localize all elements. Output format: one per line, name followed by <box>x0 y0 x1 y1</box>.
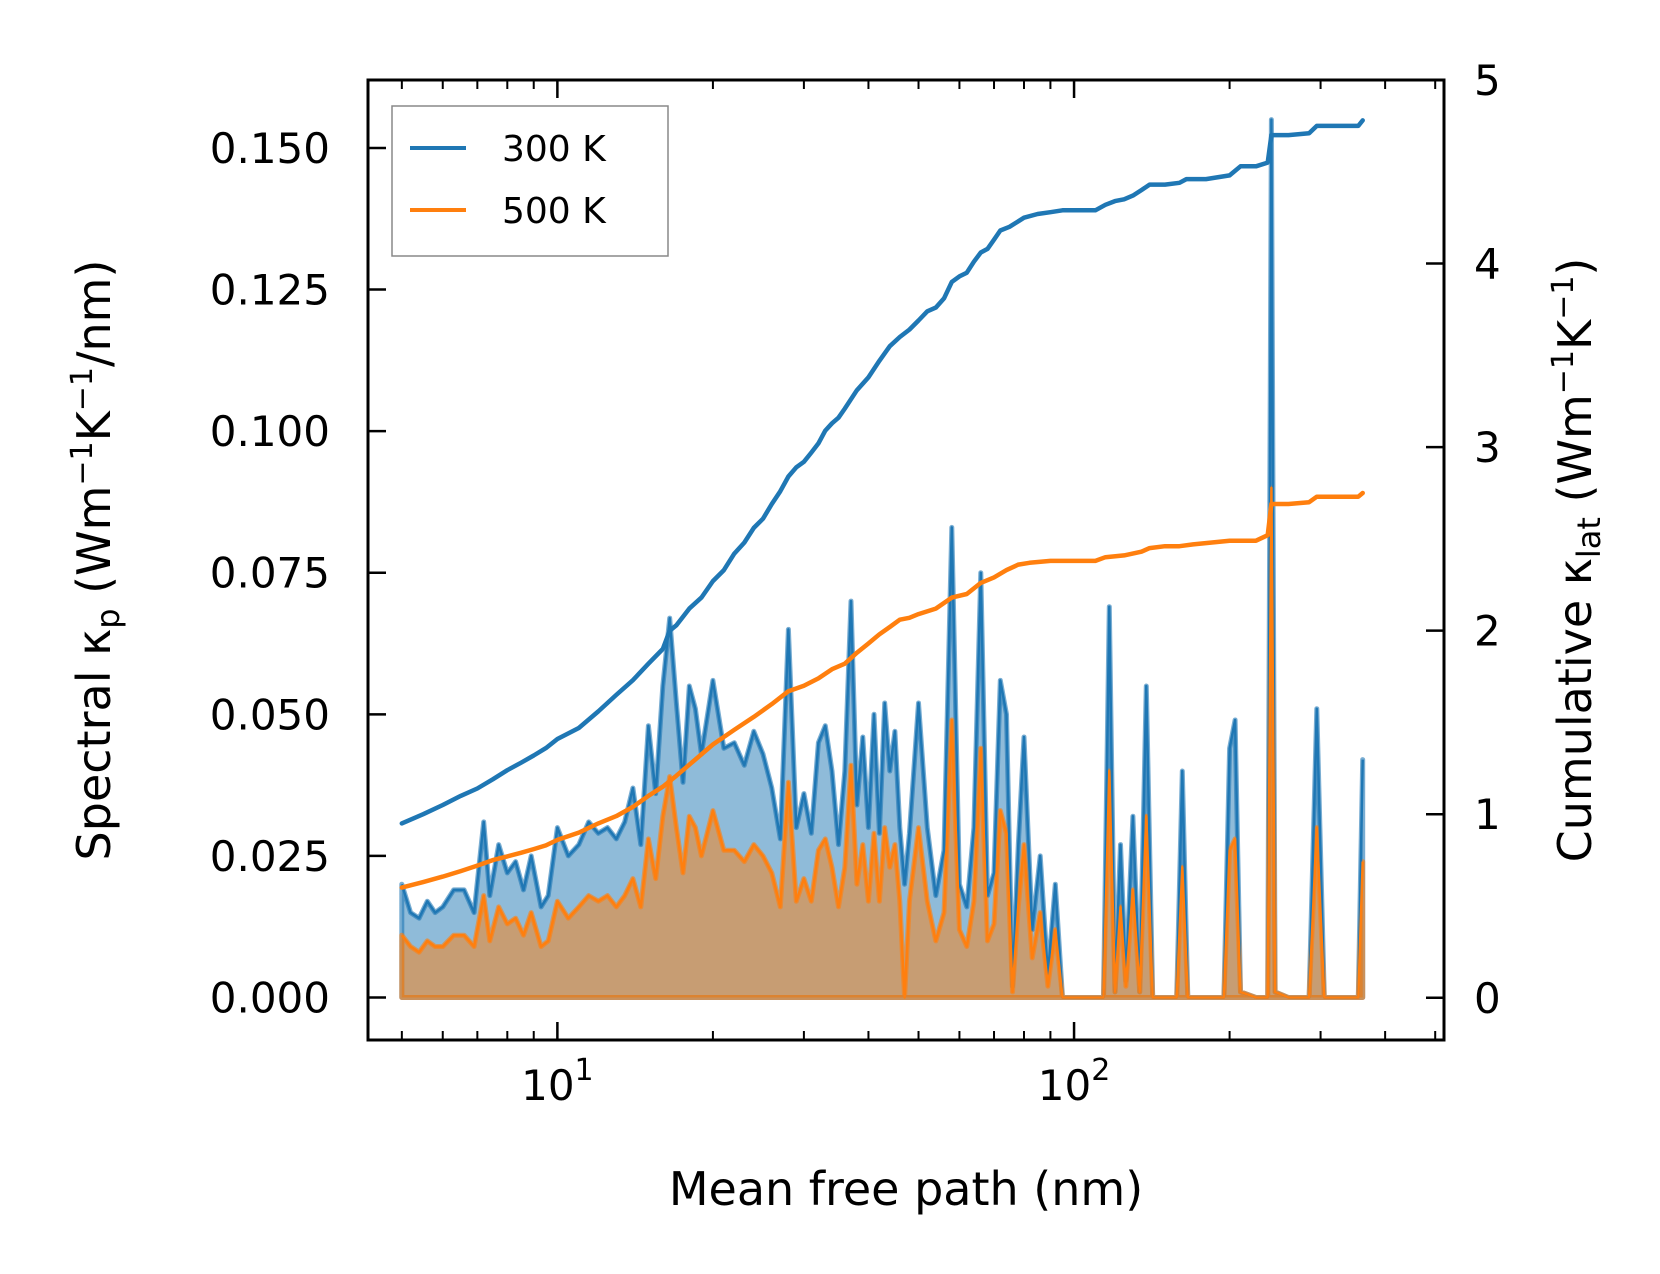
spectral-line-500k <box>400 486 1364 999</box>
legend: 300 K 500 K <box>391 105 669 257</box>
legend-box <box>391 105 669 257</box>
plot-area <box>399 117 1366 1000</box>
cumulative-line-500k <box>399 490 1365 890</box>
y-left-tick-label: 0.000 <box>210 974 330 1023</box>
axis-ticks: 101 1020.0000.0250.0500.0750.1000.1250.15… <box>210 56 1501 1110</box>
y-right-tick-label: 4 <box>1474 240 1501 289</box>
y-left-tick-label: 0.150 <box>210 124 330 173</box>
plot-frame <box>366 78 1446 1042</box>
y-left-tick-label: 0.025 <box>210 832 330 881</box>
y-left-tick-label: 0.075 <box>210 549 330 598</box>
x-axis-title: Mean free path (nm) <box>669 1162 1143 1216</box>
y-right-tick-label: 0 <box>1474 974 1501 1023</box>
y-right-tick-label: 3 <box>1474 423 1501 472</box>
y-left-tick-label: 0.125 <box>210 266 330 315</box>
y-right-tick-label: 5 <box>1474 56 1501 105</box>
legend-label-300k: 300 K <box>502 129 607 170</box>
y-right-tick-label: 2 <box>1474 607 1501 656</box>
y-axis-title-left: Spectral κp (Wm−1K−1/nm) <box>65 260 127 861</box>
y-left-tick-label: 0.100 <box>210 407 330 456</box>
cumulative-line-300k <box>399 118 1365 826</box>
y-left-tick-label: 0.050 <box>210 690 330 739</box>
x-tick-label: 102 <box>1038 1053 1111 1110</box>
x-tick-label: 101 <box>521 1053 594 1110</box>
y-axis-title-right: Cumulative κlat (Wm−1K−1) <box>1546 258 1608 863</box>
legend-label-500k: 500 K <box>502 191 607 232</box>
y-right-tick-label: 1 <box>1474 790 1501 839</box>
